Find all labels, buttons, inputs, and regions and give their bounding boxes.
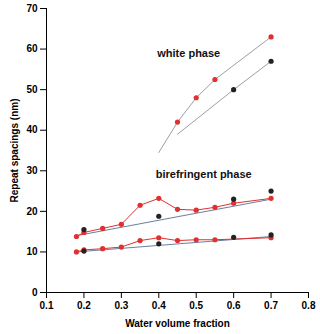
svg-text:10: 10 bbox=[26, 246, 38, 257]
svg-text:birefringent phase: birefringent phase bbox=[156, 168, 252, 180]
svg-text:0.2: 0.2 bbox=[77, 300, 91, 311]
svg-text:50: 50 bbox=[26, 84, 38, 95]
svg-text:0.5: 0.5 bbox=[189, 300, 203, 311]
svg-text:0.3: 0.3 bbox=[114, 300, 128, 311]
svg-text:0.6: 0.6 bbox=[227, 300, 241, 311]
svg-text:70: 70 bbox=[26, 3, 38, 14]
svg-text:40: 40 bbox=[26, 124, 38, 135]
svg-text:Repeat spacings (nm): Repeat spacings (nm) bbox=[9, 99, 20, 203]
svg-text:0.1: 0.1 bbox=[40, 300, 54, 311]
svg-text:white phase: white phase bbox=[156, 47, 220, 59]
svg-text:0.8: 0.8 bbox=[302, 300, 316, 311]
svg-text:0: 0 bbox=[32, 287, 38, 298]
svg-text:20: 20 bbox=[26, 206, 38, 217]
svg-text:30: 30 bbox=[26, 165, 38, 176]
svg-text:60: 60 bbox=[26, 43, 38, 54]
svg-text:0.4: 0.4 bbox=[152, 300, 166, 311]
svg-text:0.7: 0.7 bbox=[264, 300, 278, 311]
svg-text:Water volume fraction: Water volume fraction bbox=[125, 318, 230, 329]
